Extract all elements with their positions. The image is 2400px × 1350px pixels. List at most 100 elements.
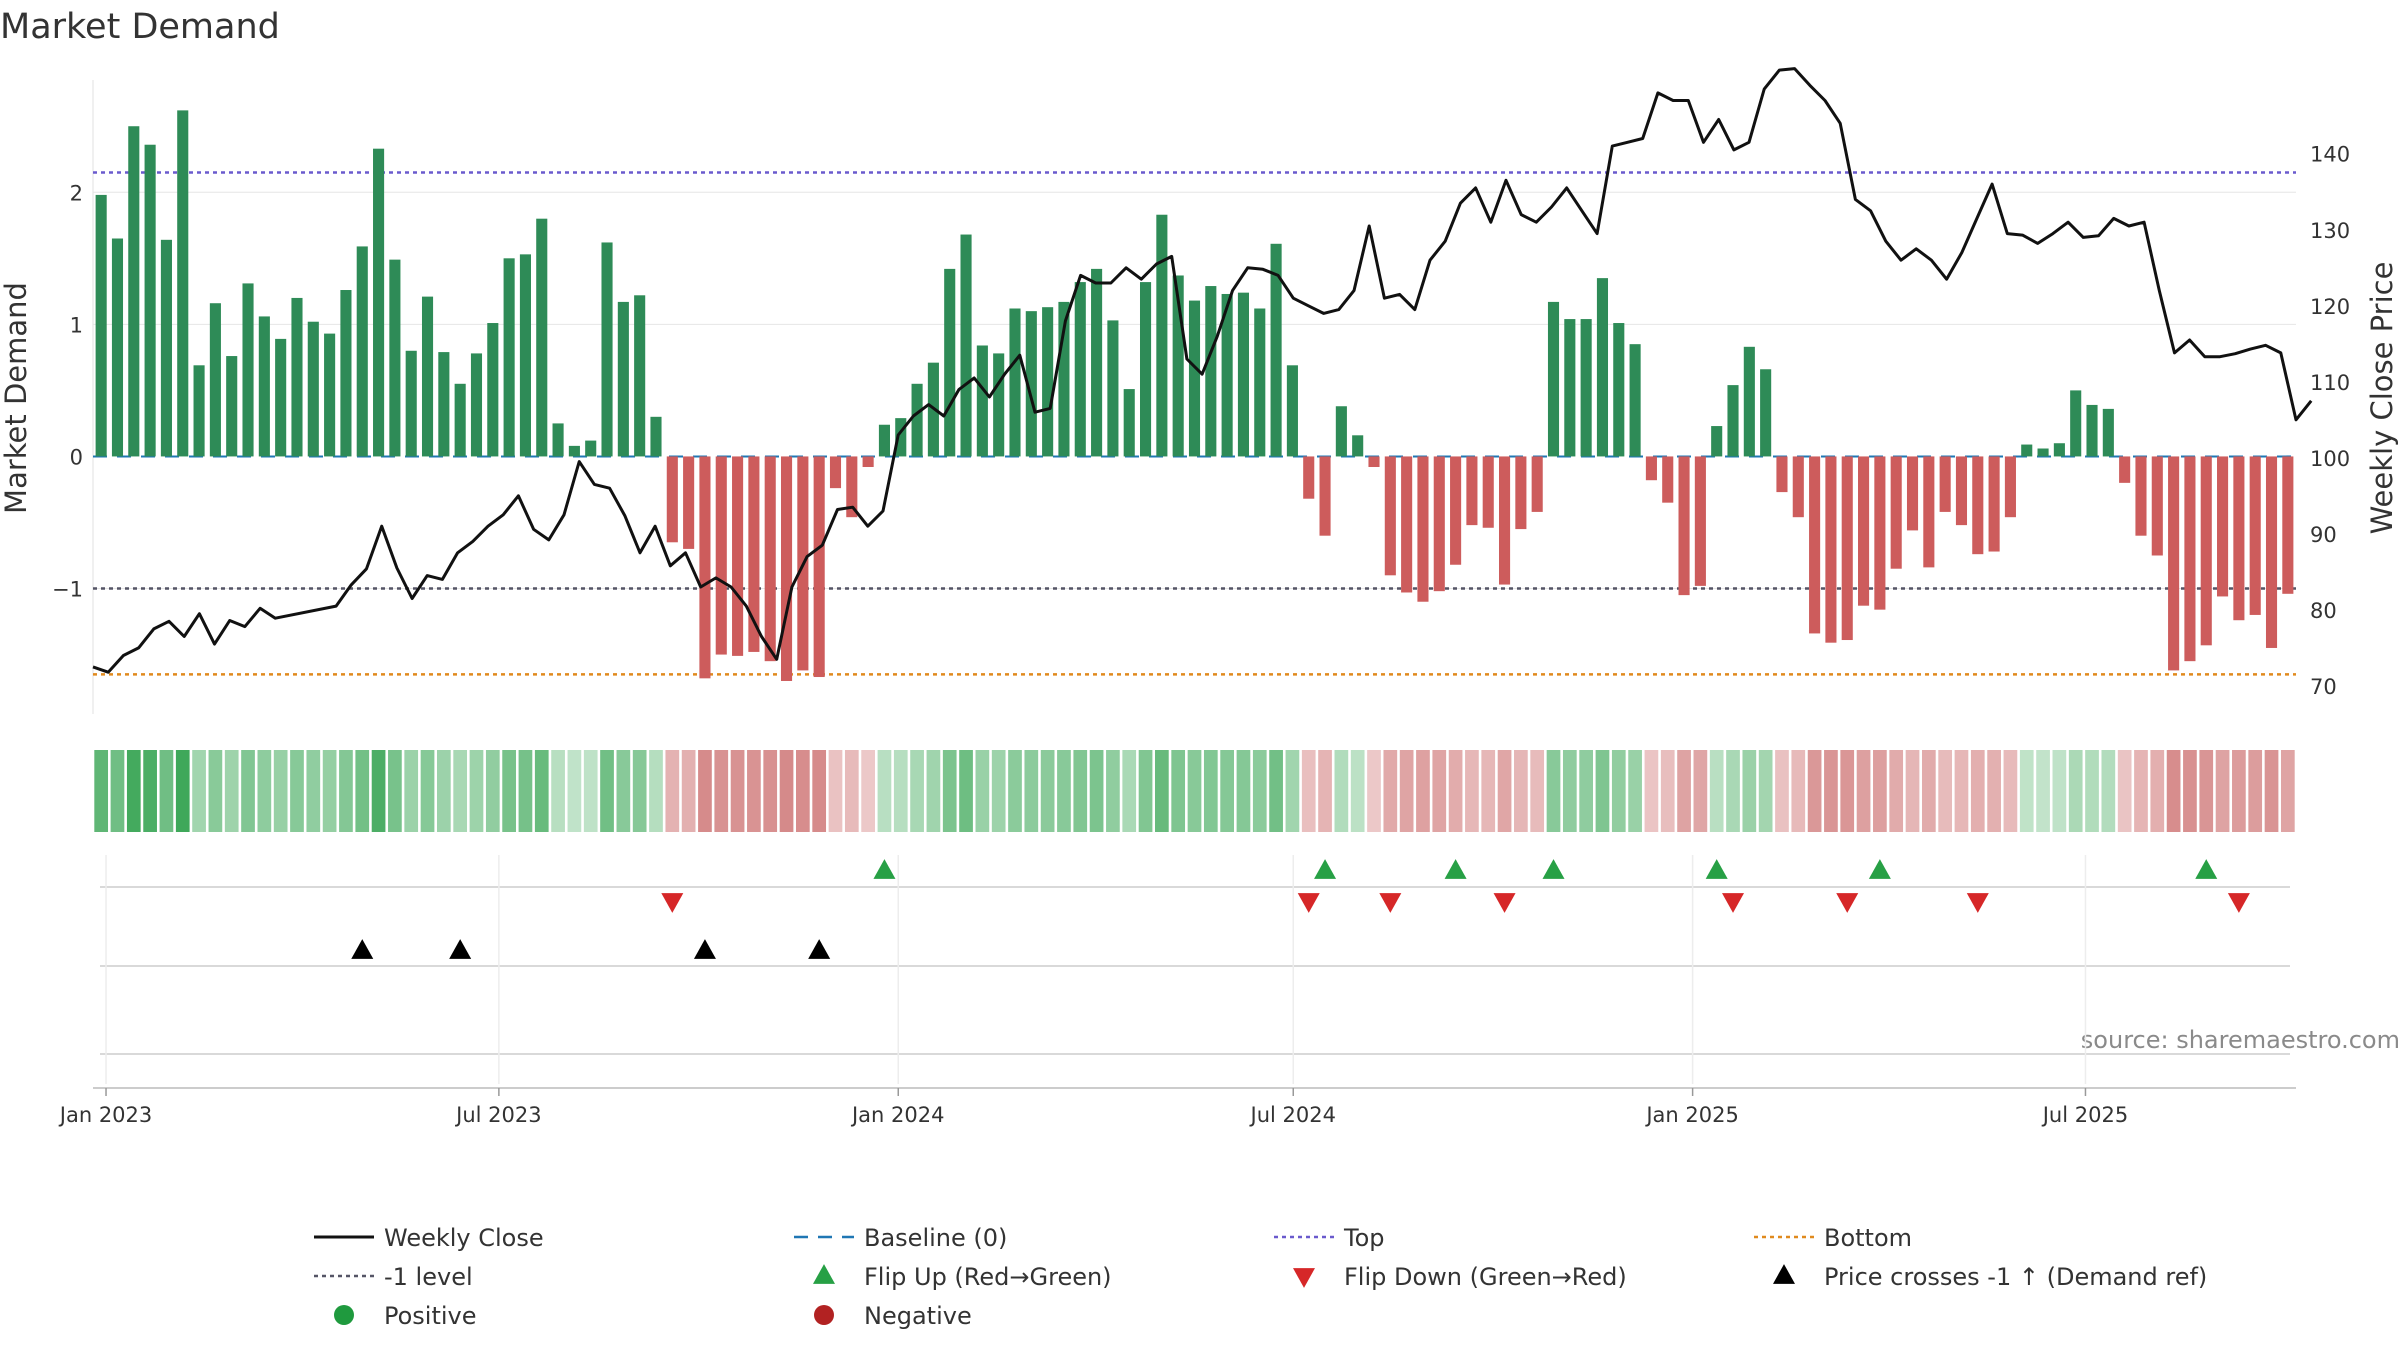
demand-bar-negative [1401, 456, 1413, 593]
heat-cell [2150, 750, 2165, 832]
heat-cell [1138, 750, 1153, 832]
demand-bar-positive [1613, 323, 1625, 457]
demand-bar-negative [2184, 456, 2196, 662]
legend-label: Bottom [1824, 1224, 1912, 1252]
demand-bar-positive [373, 148, 385, 457]
heat-cell [2117, 750, 2132, 832]
flip-down-marker [1379, 893, 1402, 913]
demand-bar-negative [1858, 456, 1870, 606]
legend-label: Price crosses -1 ↑ (Demand ref) [1824, 1263, 2207, 1291]
demand-bar-negative [1482, 456, 1494, 528]
heat-cell [1269, 750, 1283, 832]
flip-down-marker [1493, 893, 1516, 913]
demand-bar-positive [1727, 385, 1739, 457]
demand-bar-negative [1955, 456, 1968, 526]
heat-cell [1367, 750, 1381, 832]
demand-bar-positive [454, 383, 466, 457]
demand-bar-positive [111, 238, 124, 457]
price-cross-marker [693, 939, 716, 959]
y-tick-label: 1 [70, 313, 83, 337]
heat-cell [991, 750, 1006, 832]
demand-bar-positive [1058, 301, 1070, 457]
demand-bar-negative [2168, 456, 2180, 671]
x-tick-label: Jan 2024 [850, 1103, 945, 1127]
demand-bar-negative [1906, 456, 1919, 531]
heat-cell [1677, 750, 1691, 832]
y2-tick-label: 130 [2310, 219, 2350, 243]
heat-cell [534, 750, 549, 832]
demand-bar-positive [95, 194, 107, 457]
demand-bar-negative [780, 456, 793, 681]
heat-cell [1970, 750, 1985, 832]
weekly-close-layer [92, 67, 2313, 674]
heat-cell [1807, 750, 1822, 832]
legend-label: Flip Up (Red→Green) [864, 1263, 1112, 1291]
chart-title: Market Demand [0, 7, 280, 47]
demand-bar-negative [1384, 456, 1396, 576]
demand-bar-positive [1580, 319, 1592, 457]
demand-bar-negative [1874, 456, 1886, 610]
demand-bar-positive [1237, 292, 1250, 457]
demand-bar-positive [1711, 426, 1723, 457]
demand-bar-positive [421, 296, 434, 457]
heat-cell [1742, 750, 1757, 832]
heat-cell [600, 750, 614, 832]
demand-bar-positive [1025, 311, 1037, 457]
demand-bar-positive [1156, 214, 1168, 457]
demand-bar-positive [438, 352, 450, 457]
y-tick-label: −1 [52, 578, 83, 602]
demand-bar-positive [1564, 319, 1576, 457]
heat-cell [2280, 750, 2295, 832]
y2-tick-label: 90 [2310, 523, 2337, 547]
demand-bar-positive [177, 110, 189, 457]
demand-bar-negative [1433, 456, 1445, 592]
legend-label: Weekly Close [384, 1224, 544, 1252]
heat-cell [1008, 750, 1022, 832]
heat-cell [1448, 750, 1463, 832]
demand-bar-positive [2021, 444, 2033, 457]
source-attribution: source: sharemaestro.com [2081, 1026, 2400, 1054]
heat-cell [436, 750, 451, 832]
heat-cell [1122, 750, 1137, 832]
heat-cell [2019, 750, 2034, 832]
heat-cell [1416, 750, 1430, 832]
x-tick-label: Jan 2025 [1644, 1103, 1739, 1127]
demand-bar-negative [846, 456, 858, 518]
heat-cell [2166, 750, 2181, 832]
demand-bar-negative [1499, 456, 1511, 585]
demand-bar-positive [617, 301, 629, 457]
heat-cell [1938, 750, 1953, 832]
legend-item-positive: Positive [334, 1302, 477, 1330]
heat-cell [1106, 750, 1120, 832]
demand-bar-positive [193, 365, 205, 457]
legend-item-weekly-close: Weekly Close [314, 1224, 544, 1252]
demand-bar-positive [944, 268, 956, 457]
demand-bar-positive [487, 323, 499, 457]
heat-cell [1465, 750, 1479, 832]
heat-cell [192, 750, 206, 832]
heat-cell [2232, 750, 2246, 832]
demand-bar-positive [1205, 286, 1217, 457]
demand-bar-negative [2217, 456, 2229, 597]
heat-cell [1987, 750, 2001, 832]
demand-bar-negative [1890, 456, 1902, 569]
heat-cell [1236, 750, 1251, 832]
legend-label: Flip Down (Green→Red) [1344, 1263, 1627, 1291]
y2-tick-label: 140 [2310, 143, 2350, 167]
demand-bar-negative [2119, 456, 2131, 483]
heat-cell [1905, 750, 1920, 832]
flip-down-marker [1722, 893, 1745, 913]
demand-bar-negative [2151, 456, 2163, 556]
demand-bar-negative [1809, 456, 1821, 634]
y2-tick-label: 70 [2310, 675, 2337, 699]
heat-cell [110, 750, 125, 832]
demand-bar-positive [895, 418, 907, 457]
heat-cell [224, 750, 239, 832]
demand-bar-negative [1776, 456, 1788, 493]
demand-bar-positive [1188, 300, 1201, 457]
heat-cell [616, 750, 631, 832]
tick-labels: 2 1 0 −1 140 130 120 110 100 90 80 70 [52, 143, 2350, 699]
demand-bar-negative [1303, 456, 1315, 499]
heat-cell [1579, 750, 1593, 832]
legend-item-flip-down: Flip Down (Green→Red) [1293, 1263, 1627, 1291]
